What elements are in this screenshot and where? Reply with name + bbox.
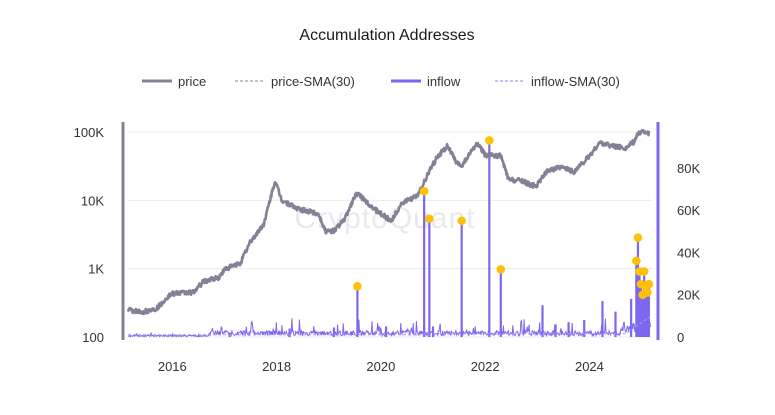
peak-marker [419,186,429,196]
legend-label-price: price [178,74,206,89]
peak-marker [639,267,649,276]
left-tick-label: 10K [81,193,104,208]
peak-marker [485,136,494,145]
peak-marker [353,281,362,291]
left-axis-ticks: 100 1K 10K 100K [74,125,105,345]
left-tick-label: 100K [74,125,105,140]
legend: price price-SMA(30) inflow inflow-SMA(30… [142,74,620,89]
x-tick-label: 2022 [471,359,500,374]
x-tick-label: 2018 [262,359,291,374]
x-tick-label: 2020 [366,359,395,374]
right-axis-ticks: 0 20K 40K 60K 80K [677,161,700,345]
inflow-sma-line [128,316,650,336]
grid-lines [128,131,652,338]
right-tick-label: 80K [677,161,700,176]
legend-item-inflow[interactable]: inflow [391,74,461,89]
legend-item-inflow-sma[interactable]: inflow-SMA(30) [495,74,620,89]
chart-title: Accumulation Addresses [299,27,474,44]
peak-marker [632,256,641,266]
right-tick-label: 60K [677,203,700,218]
left-tick-label: 100 [82,330,104,345]
left-tick-label: 1K [88,262,104,277]
legend-item-price[interactable]: price [142,74,206,89]
legend-label-inflow-sma: inflow-SMA(30) [531,74,620,89]
peak-markers [353,136,654,300]
inflow-line [127,318,651,338]
right-tick-label: 0 [677,330,684,345]
right-tick-label: 20K [677,288,700,303]
peak-marker [643,288,652,297]
peak-marker [457,216,466,226]
price-line [126,128,651,316]
x-axis-ticks: 2016 2018 2020 2022 2024 [158,359,604,374]
legend-item-price-sma[interactable]: price-SMA(30) [235,74,355,89]
peak-marker [425,214,434,223]
x-tick-label: 2016 [158,359,187,374]
right-tick-label: 40K [677,245,700,260]
price-series [126,128,651,316]
peak-marker [633,233,643,242]
legend-label-inflow: inflow [427,74,461,89]
legend-label-price-sma: price-SMA(30) [271,74,355,89]
peak-marker [496,265,506,274]
x-tick-label: 2024 [575,359,604,374]
peak-marker [644,279,654,289]
